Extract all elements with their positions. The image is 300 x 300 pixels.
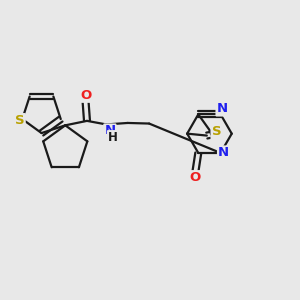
Text: H: H — [108, 131, 118, 144]
Text: N: N — [218, 146, 229, 160]
Text: O: O — [80, 89, 91, 102]
Text: N: N — [217, 103, 228, 116]
Text: O: O — [190, 171, 201, 184]
Text: S: S — [15, 114, 25, 127]
Text: S: S — [212, 125, 221, 138]
Text: N: N — [104, 124, 116, 137]
